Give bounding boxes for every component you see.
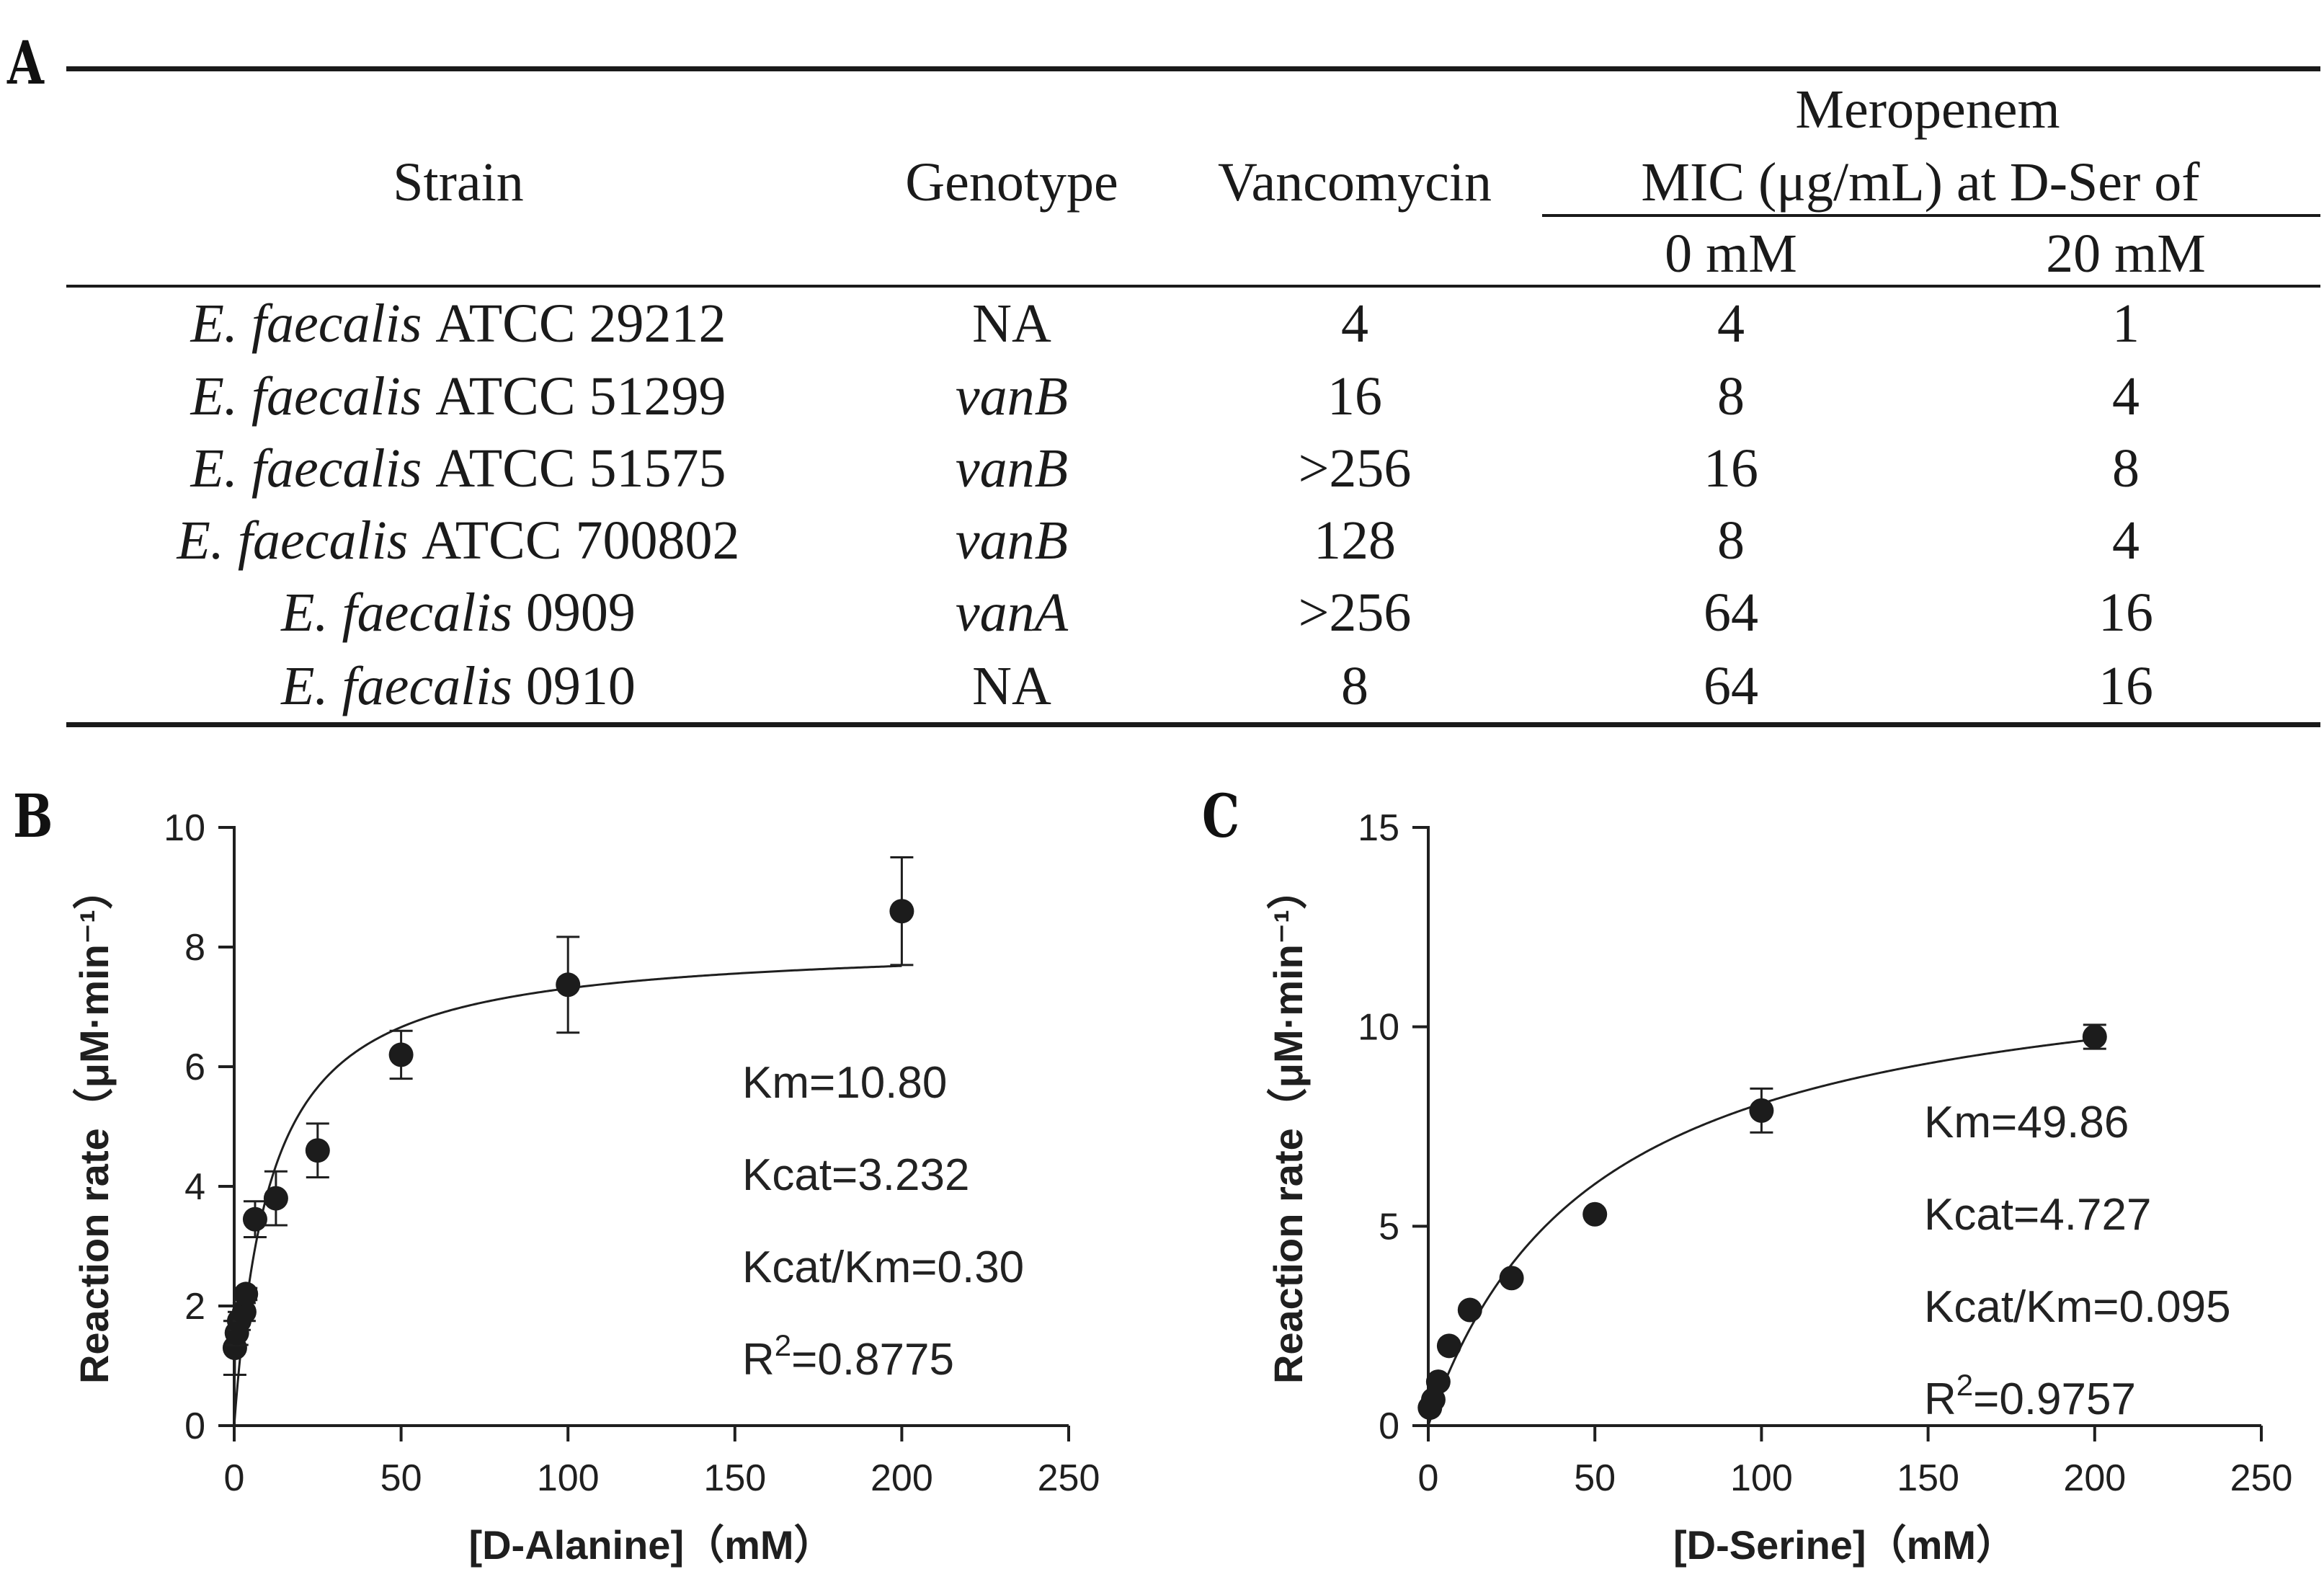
y-tick-label: 0	[184, 1405, 205, 1447]
data-point	[305, 1138, 330, 1163]
table-row-genotype: vanB	[955, 438, 1069, 499]
data-point	[556, 972, 581, 998]
fit-annotation: R2=0.9757	[1924, 1368, 2136, 1424]
data-point	[889, 899, 914, 924]
table-row-vancomycin: 16	[1327, 366, 1382, 427]
table-row-genotype: NA	[972, 293, 1051, 354]
chart-d-alanine: 0 50 100 150 200 250 0 2 4 6 8 10 [D-Alanine]（mM） Rea…	[71, 807, 1100, 1568]
table-header-rule	[66, 285, 2320, 288]
header-0mm: 0 mM	[1665, 223, 1797, 284]
fit-annotation: R2=0.8775	[742, 1328, 954, 1385]
data-point	[2082, 1024, 2107, 1049]
y-tick-label: 10	[1358, 1007, 1399, 1049]
table-row-strain: E. faecalis ATCC 29212	[190, 293, 726, 354]
x-tick-label: 250	[2230, 1457, 2293, 1499]
table-top-rule	[66, 66, 2320, 71]
data-point	[1499, 1266, 1524, 1291]
x-tick-label: 250	[1038, 1457, 1100, 1499]
table-bottom-rule	[66, 722, 2320, 727]
x-tick-label: 50	[1574, 1457, 1616, 1499]
x-axis-label: [D-Alanine]（mM）	[468, 1522, 834, 1568]
x-tick-label: 0	[1418, 1457, 1439, 1499]
fit-annotation: Kcat=4.727	[1924, 1190, 2151, 1240]
table-row-mic20: 8	[2112, 438, 2140, 499]
table-row-vancomycin: 128	[1314, 510, 1396, 571]
y-tick-label: 5	[1379, 1206, 1399, 1248]
x-tick-label: 50	[380, 1457, 422, 1499]
table-row-mic0: 8	[1717, 366, 1745, 427]
table-row-mic20: 4	[2112, 366, 2140, 427]
fit-annotation: Kcat/Km=0.095	[1924, 1282, 2231, 1332]
header-mic-group: MIC (μg/mL) at D-Ser of	[1641, 152, 2200, 213]
y-axis-label: Reaction rate（μM·min⁻¹）	[71, 869, 117, 1384]
panel-label-c: C	[1202, 782, 1240, 851]
x-tick-label: 150	[703, 1457, 766, 1499]
table-row-vancomycin: 8	[1341, 656, 1368, 716]
y-tick-label: 15	[1358, 807, 1399, 849]
x-tick-label: 100	[1730, 1457, 1793, 1499]
y-tick-label: 2	[184, 1286, 205, 1328]
header-vancomycin: Vancomycin	[1218, 152, 1492, 213]
panel-label-a: A	[7, 29, 44, 98]
table-group-rule	[1542, 214, 2320, 217]
table-row-mic0: 4	[1717, 293, 1745, 354]
table-row-mic20: 4	[2112, 510, 2140, 571]
y-axis-label: Reaction rate（μM·min⁻¹）	[1265, 869, 1311, 1384]
fit-annotation: Km=10.80	[742, 1058, 947, 1108]
header-meropenem: Meropenem	[1795, 79, 2060, 140]
x-tick-label: 200	[2063, 1457, 2126, 1499]
table-row-vancomycin: 4	[1341, 293, 1368, 354]
y-tick-label: 0	[1379, 1405, 1399, 1447]
table-row-mic0: 16	[1704, 438, 1758, 499]
table-row-mic0: 64	[1704, 656, 1758, 716]
data-point	[242, 1207, 267, 1232]
table-row-mic20: 16	[2098, 582, 2153, 643]
data-point	[1436, 1333, 1461, 1359]
x-tick-label: 200	[871, 1457, 933, 1499]
table-row-mic20: 16	[2098, 656, 2153, 716]
data-point	[388, 1042, 414, 1067]
mic-table: A Strain Genotype Vancomycin Meropenem M…	[0, 0, 2324, 728]
table-row-genotype: vanB	[955, 366, 1069, 427]
table-row-vancomycin: >256	[1298, 438, 1412, 499]
fit-annotation: Km=49.86	[1924, 1098, 2129, 1147]
fit-annotation: Kcat/Km=0.30	[742, 1243, 1024, 1292]
y-tick-label: 8	[184, 927, 205, 969]
header-genotype: Genotype	[905, 152, 1118, 213]
y-tick-label: 4	[184, 1166, 205, 1208]
table-row-genotype: vanB	[955, 510, 1069, 571]
x-axis-label: [D-Serine]（mM）	[1673, 1522, 2016, 1568]
y-tick-label: 6	[184, 1047, 205, 1088]
data-point	[1582, 1201, 1608, 1227]
fit-annotation: Kcat=3.232	[742, 1150, 969, 1200]
y-tick-label: 10	[164, 807, 205, 849]
table-row-strain: E. faecalis 0910	[281, 656, 636, 716]
data-point	[1749, 1098, 1774, 1123]
x-tick-label: 150	[1897, 1457, 1959, 1499]
table-row-strain: E. faecalis 0909	[281, 582, 636, 643]
data-point	[231, 1299, 257, 1325]
data-point	[1457, 1297, 1482, 1323]
table-row-genotype: NA	[972, 656, 1051, 716]
panel-label-b: B	[13, 782, 53, 851]
table-row-mic0: 64	[1704, 582, 1758, 643]
chart-d-serine: 0 50 100 150 200 250 0 5 10 15 [D-Serine]（mM） React…	[1265, 807, 2293, 1568]
table-row-mic0: 8	[1717, 510, 1745, 571]
table-row-mic20: 1	[2112, 293, 2140, 354]
data-point	[233, 1281, 259, 1307]
table-row-strain: E. faecalis ATCC 700802	[177, 510, 740, 571]
header-20mm: 20 mM	[2046, 223, 2206, 284]
data-point	[1425, 1369, 1451, 1395]
table-row-strain: E. faecalis ATCC 51299	[190, 366, 726, 427]
table-row-vancomycin: >256	[1298, 582, 1412, 643]
table-row-strain: E. faecalis ATCC 51575	[190, 438, 726, 499]
data-point	[263, 1186, 288, 1211]
x-tick-label: 0	[224, 1457, 245, 1499]
header-strain: Strain	[393, 152, 524, 213]
x-tick-label: 100	[537, 1457, 600, 1499]
table-row-genotype: vanA	[955, 582, 1069, 643]
